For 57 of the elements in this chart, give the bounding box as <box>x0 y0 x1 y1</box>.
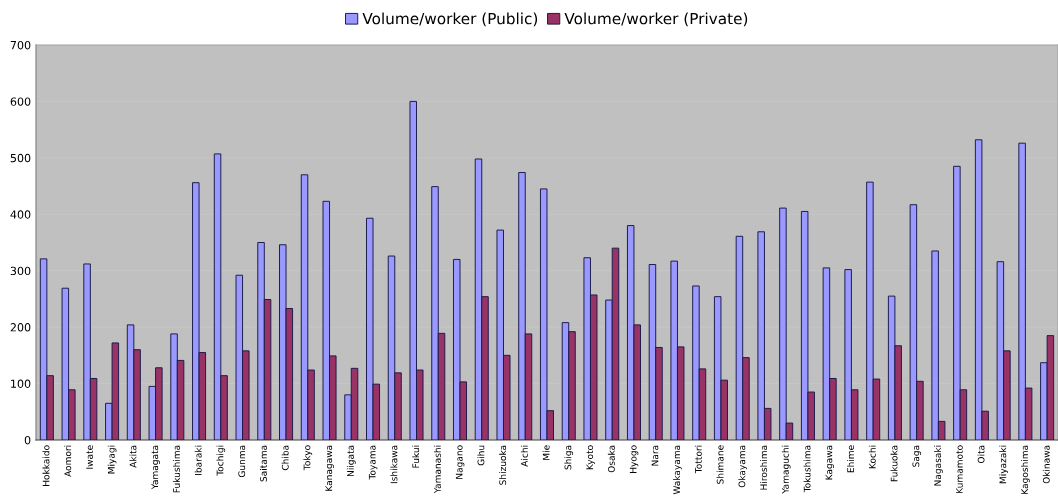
y-tick-label: 400 <box>10 210 31 219</box>
x-tick-label: Kochi <box>868 445 876 469</box>
x-tick-label: Gunma <box>238 445 246 478</box>
y-tick-label: 100 <box>11 379 31 388</box>
x-tick-label: Okayama <box>738 445 748 488</box>
x-tick-label: Fukuoka <box>890 445 898 482</box>
x-tick-label: Aomori <box>64 445 72 477</box>
x-tick-label: Okinawa <box>1042 445 1050 484</box>
x-tick-label: Niigata <box>346 445 356 477</box>
x-tick-label: Shiga <box>564 445 574 470</box>
legend-label: Volume/worker (Private) <box>564 12 748 27</box>
x-tick-label: Ibaraki <box>194 445 202 475</box>
y-tick-label: 500 <box>10 153 31 163</box>
x-tick-label: Fukushima <box>172 445 180 493</box>
x-tick-label: Shizuoka <box>499 445 507 485</box>
x-tick-label: Shimane <box>716 445 724 484</box>
x-tick-label: Chiba <box>281 445 289 471</box>
legend-label: Volume/worker (Public) <box>362 12 538 27</box>
x-tick-label: Nara <box>651 445 659 466</box>
x-tick-label: Yamanashi <box>433 445 441 494</box>
x-tick-label: Ishikawa <box>390 445 398 484</box>
y-tick-label: 0 <box>24 435 31 445</box>
y-tick-label: 700 <box>10 40 31 50</box>
x-tick-label: Tokushima <box>803 445 811 493</box>
x-tick-label: Tokyo <box>303 445 313 471</box>
y-tick-label: 200 <box>10 323 31 332</box>
x-tick-label: Saga <box>912 445 922 467</box>
x-tick-label: Akita <box>129 445 137 468</box>
x-tick-label: Yamagata <box>151 445 160 490</box>
x-tick-label: Osaka <box>607 445 615 473</box>
x-tick-label: Kagawa <box>825 445 835 480</box>
x-tick-label: Mie <box>542 445 550 460</box>
y-tick-label: 300 <box>10 266 31 276</box>
x-tick-label: Kyoto <box>586 445 595 470</box>
x-tick-label: Hiroshima <box>760 445 768 490</box>
x-tick-label: Toyama <box>368 445 378 480</box>
x-tick-label: Kagoshima <box>1021 445 1030 494</box>
x-tick-label: Saitama <box>259 445 267 482</box>
x-tick-label: Hokkaido <box>42 445 50 486</box>
x-tick-label: Aichi <box>520 445 528 467</box>
x-tick-label: Fukui <box>412 445 420 468</box>
x-tick-label: Gihu <box>477 445 485 466</box>
x-tick-label: Ehime <box>847 445 855 473</box>
x-tick-label: Kumamoto <box>956 445 963 493</box>
x-tick-label: Oita <box>977 445 985 464</box>
x-tick-label: Iwate <box>86 445 93 469</box>
x-tick-label: Nagano <box>455 445 465 479</box>
x-tick-label: Nagasaki <box>934 445 943 486</box>
x-tick-label: Tottori <box>694 445 702 474</box>
x-tick-label: Miyagi <box>107 445 117 474</box>
y-tick-label: 600 <box>10 97 31 106</box>
x-tick-label: Yamaguchi <box>781 445 791 494</box>
x-tick-label: Tochigi <box>216 445 226 476</box>
x-tick-label: Miyazaki <box>999 445 1009 484</box>
x-tick-label: Wakayama <box>673 445 682 495</box>
x-tick-label: Kanagawa <box>325 445 334 491</box>
x-tick-label: Hyogo <box>629 445 639 473</box>
